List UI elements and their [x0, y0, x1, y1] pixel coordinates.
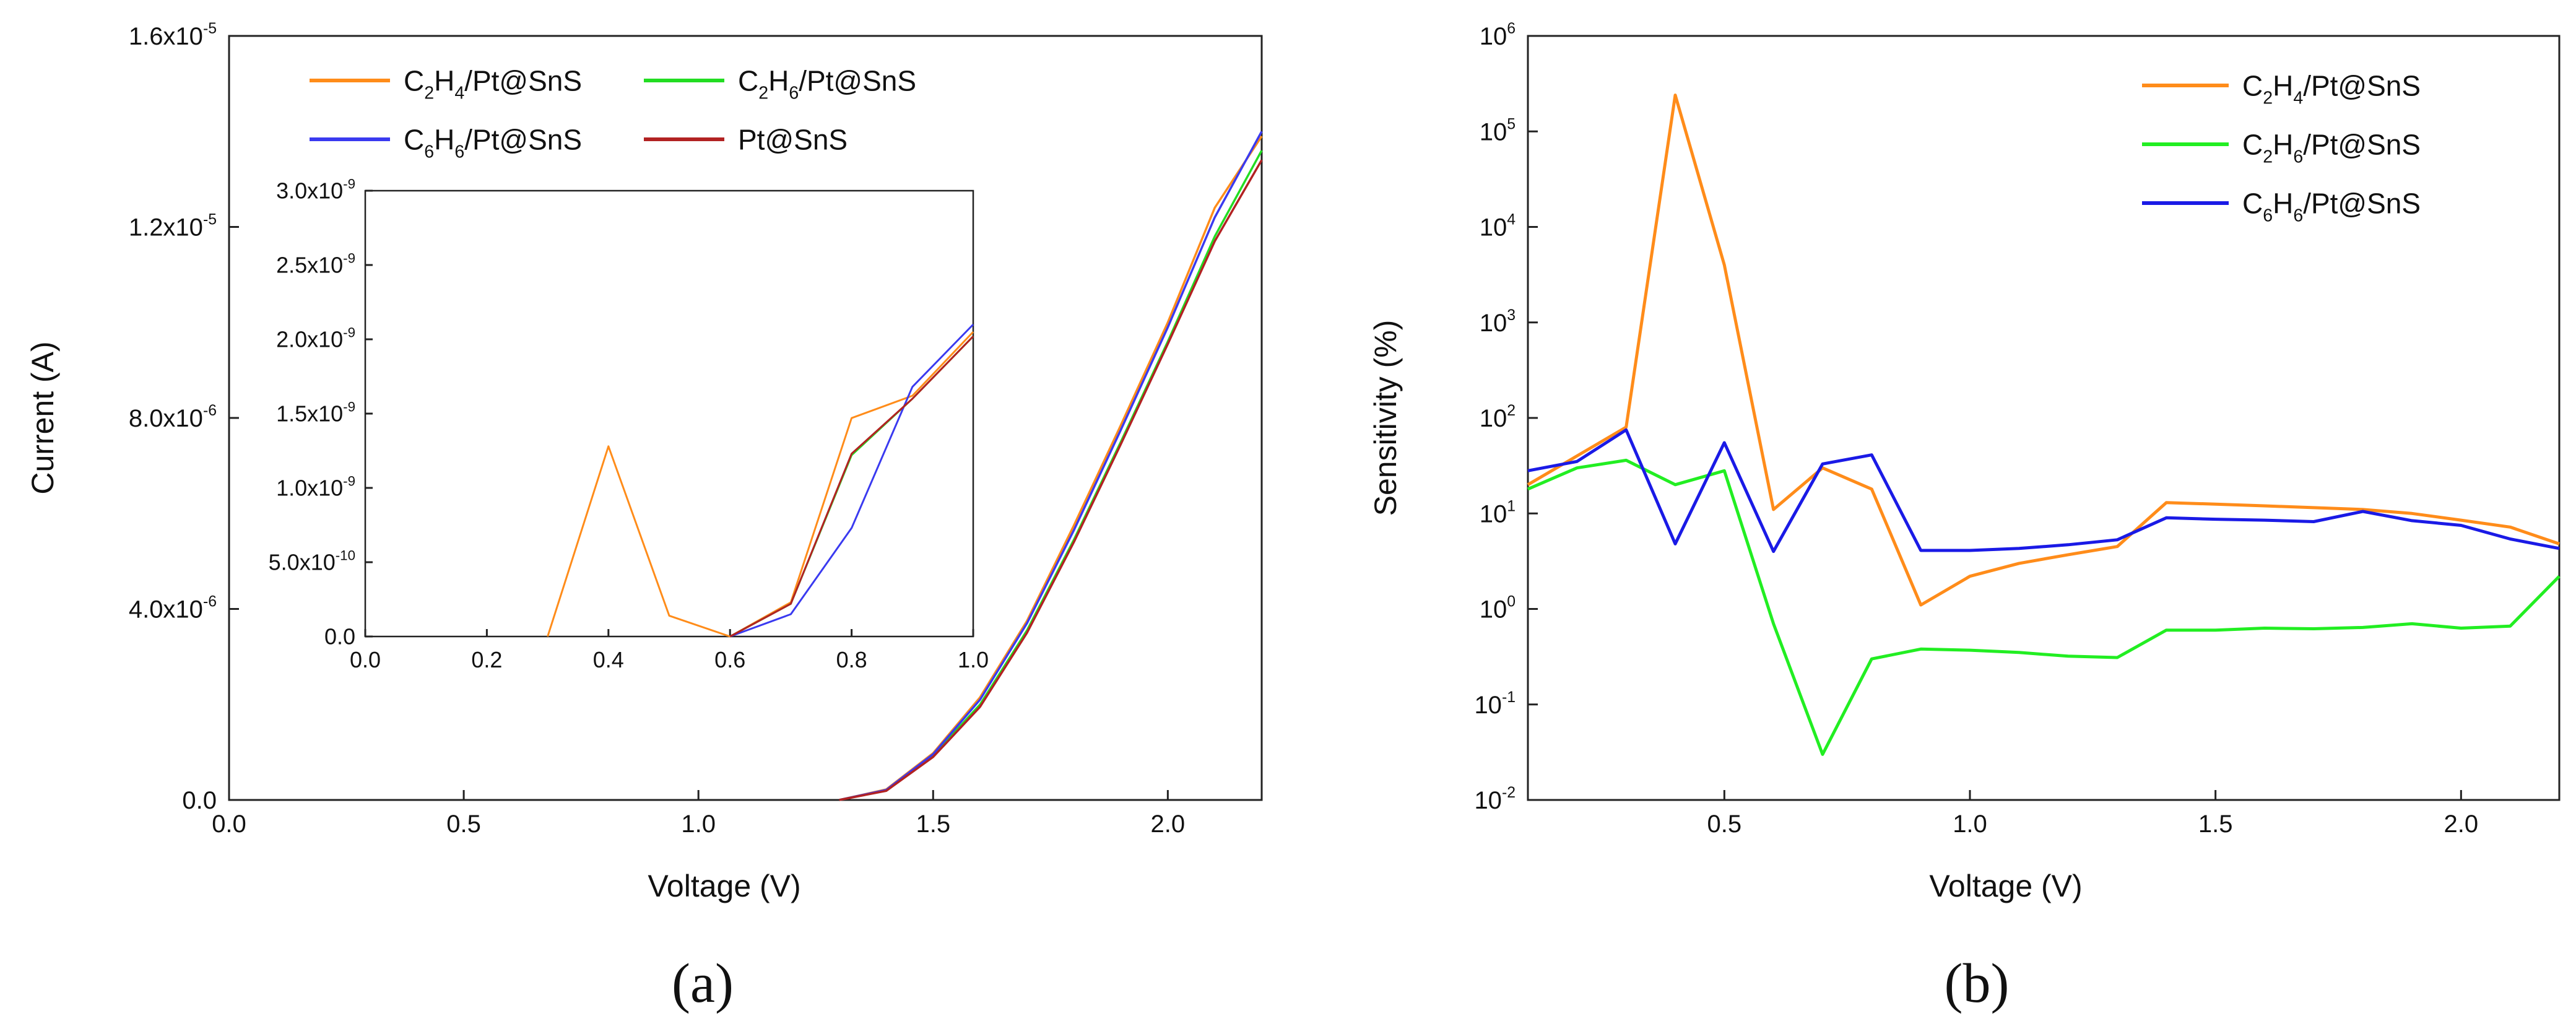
legend-label: C2H6/Pt@SnS — [738, 65, 916, 103]
series-line-pt-sns — [729, 336, 974, 638]
y-tick-label: 101 — [1480, 498, 1516, 528]
legend-entry-c2h4-pt-sns: C2H4/Pt@SnS — [310, 65, 582, 103]
series-line-c2h6-pt-sns — [1527, 458, 2561, 756]
y-tick-label: 4.0x10-6 — [129, 594, 217, 623]
y-tick-label: 2.0x10-9 — [276, 324, 355, 352]
inset-series — [547, 323, 974, 638]
series-line-pt-sns — [839, 159, 1263, 801]
x-tick-label: 0.6 — [714, 647, 745, 672]
legend-label: C6H6/Pt@SnS — [404, 124, 582, 162]
panel-b-y-axis-label: Sensitivity (%) — [1368, 320, 1403, 516]
x-tick-label: 1.0 — [681, 810, 716, 838]
panel-a-current-chart: 0.0 0.5 1.0 1.5 2.0 0.0 4.0x10-6 8.0x10-6 1.2x1… — [25, 20, 1263, 1014]
panel-b-x-axis-label: Voltage (V) — [1929, 869, 2082, 903]
panel-a-x-axis-label: Voltage (V) — [648, 869, 800, 903]
y-tick-label: 1.0x10-9 — [276, 473, 355, 500]
y-tick-label: 100 — [1480, 594, 1516, 623]
x-tick-label: 0.5 — [446, 810, 481, 838]
x-tick-label: 1.5 — [916, 810, 950, 838]
x-tick-label: 1.0 — [958, 647, 989, 672]
inset-y-ticks: 0.0 5.0x10-10 1.0x10-9 1.5x10-9 2.0x10-9 2.5x… — [269, 176, 373, 650]
panel-b-legend: C2H4/Pt@SnS C2H6/Pt@SnS C6H6/Pt@SnS — [2142, 70, 2421, 226]
panel-a-legend: C2H4/Pt@SnS C2H6/Pt@SnS C6H6/Pt@SnS Pt@SnS — [310, 65, 916, 162]
legend-label: C2H4/Pt@SnS — [404, 65, 582, 103]
series-line-c6h6-pt-sns — [729, 323, 974, 638]
x-tick-label: 1.0 — [1953, 810, 1987, 838]
legend-label: C6H6/Pt@SnS — [2242, 188, 2421, 226]
legend-entry-c6h6-pt-sns: C6H6/Pt@SnS — [310, 124, 582, 162]
panel-a-inset: 0.0 0.2 0.4 0.6 0.8 1.0 0.0 5.0x10-10 1.0x10-9 1… — [269, 176, 989, 672]
panel-b-caption: (b) — [1945, 953, 2010, 1014]
x-tick-label: 0.2 — [471, 647, 502, 672]
y-tick-label: 104 — [1480, 212, 1516, 241]
x-tick-label: 2.0 — [2444, 810, 2479, 838]
x-tick-label: 0.0 — [350, 647, 381, 672]
series-line-c6h6-pt-sns — [1527, 428, 2560, 554]
x-tick-label: 0.4 — [593, 647, 624, 672]
y-tick-label: 102 — [1480, 402, 1516, 432]
legend-entry-c2h4-pt-sns: C2H4/Pt@SnS — [2142, 70, 2421, 108]
panel-b-sensitivity-chart: 0.5 1.0 1.5 2.0 10-210-11001011021031041051… — [1368, 20, 2561, 1014]
y-tick-label: 0.0 — [324, 624, 355, 650]
x-tick-label: 2.0 — [1151, 810, 1186, 838]
y-tick-label: 8.0x10-6 — [129, 402, 217, 432]
x-tick-label: 0.5 — [1707, 810, 1742, 838]
panel-a-caption: (a) — [672, 953, 734, 1014]
y-tick-label: 10-2 — [1474, 784, 1516, 814]
series-line-c6h6-pt-sns — [839, 131, 1263, 801]
panel-a-y-ticks: 0.0 4.0x10-6 8.0x10-6 1.2x10-5 1.6x10-5 — [129, 20, 239, 814]
x-tick-label: 0.8 — [836, 647, 867, 672]
y-tick-label: 1.6x10-5 — [129, 20, 217, 50]
panel-a-y-axis-label: Current (A) — [25, 341, 60, 494]
x-tick-label: 0.0 — [212, 810, 246, 838]
series-line-c2h4-pt-sns — [1527, 93, 2560, 607]
y-tick-label: 106 — [1480, 20, 1516, 50]
y-tick-label: 2.5x10-9 — [276, 250, 355, 277]
legend-entry-c2h6-pt-sns: C2H6/Pt@SnS — [644, 65, 916, 103]
y-tick-label: 10-1 — [1474, 689, 1516, 719]
legend-label: C2H4/Pt@SnS — [2242, 70, 2421, 108]
x-tick-label: 1.5 — [2198, 810, 2233, 838]
y-tick-label: 0.0 — [182, 787, 217, 814]
inset-x-ticks: 0.0 0.2 0.4 0.6 0.8 1.0 — [350, 629, 989, 672]
legend-entry-c6h6-pt-sns: C6H6/Pt@SnS — [2142, 188, 2421, 226]
y-tick-label: 5.0x10-10 — [269, 547, 355, 575]
panel-b-series — [1527, 93, 2561, 756]
legend-label: C2H6/Pt@SnS — [2242, 129, 2421, 167]
y-tick-label: 3.0x10-9 — [276, 176, 355, 203]
legend-label: Pt@SnS — [738, 124, 848, 156]
legend-entry-c2h6-pt-sns: C2H6/Pt@SnS — [2142, 129, 2421, 167]
inset-plot-frame — [364, 189, 974, 638]
y-tick-label: 1.5x10-9 — [276, 399, 355, 426]
y-tick-label: 103 — [1480, 307, 1516, 337]
panel-b-y-ticks: 10-2 10-1 100 101 102 103 104 105 106 — [1474, 20, 1538, 814]
y-tick-label: 105 — [1480, 116, 1516, 146]
panel-a-series — [839, 131, 1263, 801]
panel-b-x-ticks: 0.5 1.0 1.5 2.0 — [1707, 790, 2479, 838]
y-tick-label: 1.2x10-5 — [129, 212, 217, 241]
legend-entry-pt-sns: Pt@SnS — [644, 124, 848, 156]
panel-a-x-ticks: 0.0 0.5 1.0 1.5 2.0 — [212, 790, 1185, 838]
